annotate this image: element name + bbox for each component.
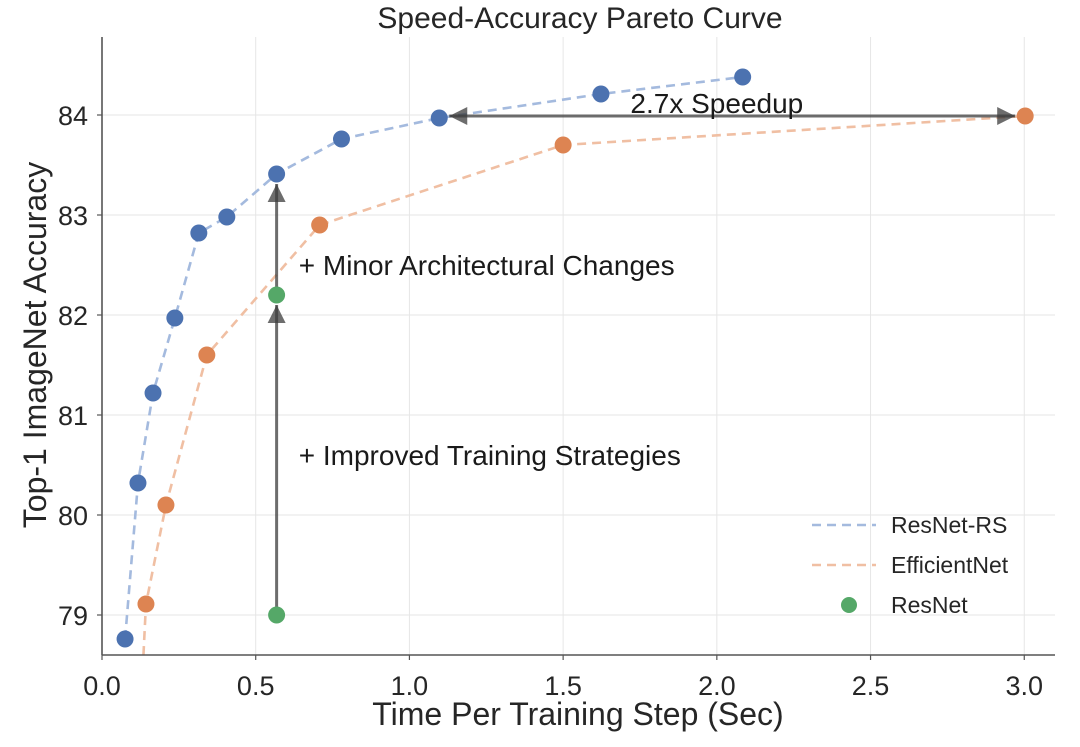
axes	[97, 37, 1055, 660]
resnet-rs-line	[123, 75, 743, 640]
y-tick-label: 84	[58, 101, 88, 131]
resnet-rs-point	[129, 474, 147, 492]
efficientnet-point	[157, 496, 175, 514]
annotation-label: 2.7x Speedup	[630, 88, 803, 119]
efficientnet-point	[311, 216, 329, 234]
x-tick-label: 1.5	[544, 671, 582, 701]
x-tick-label: 0.0	[83, 671, 121, 701]
x-tick-label: 1.0	[391, 671, 429, 701]
resnet-rs-point	[430, 109, 448, 127]
resnet-rs-point	[190, 224, 208, 242]
arrow-head-left-icon	[449, 107, 468, 125]
resnet-rs-point	[734, 68, 752, 86]
resnet-rs-point	[268, 165, 286, 183]
y-tick-label: 80	[58, 501, 88, 531]
legend: ResNet-RS EfficientNet ResNet	[812, 512, 1009, 618]
efficientnet-point	[554, 136, 572, 154]
x-tick-label: 2.0	[698, 671, 736, 701]
annotation-label: + Minor Architectural Changes	[299, 250, 675, 281]
resnet-rs-point	[332, 130, 350, 148]
x-axis-label: Time Per Training Step (Sec)	[372, 696, 783, 732]
efficientnet-point	[137, 595, 155, 613]
resnet-rs-point	[218, 208, 236, 226]
y-tick-label: 82	[58, 301, 88, 331]
arrow-head-up-icon	[267, 184, 286, 202]
series-points	[116, 68, 1034, 648]
resnet-rs-point	[166, 309, 184, 327]
resnet-rs-point	[116, 630, 134, 648]
x-tick-label: 3.0	[1005, 671, 1043, 701]
tick-labels: 0.0 0.5 1.0 1.5 2.0 2.5 3.0 79 80 81 82 83 84	[58, 101, 1043, 701]
legend-label-efficientnet: EfficientNet	[891, 552, 1009, 578]
y-tick-label: 81	[58, 401, 88, 431]
resnet-rs-point	[144, 384, 162, 402]
resnet-point	[268, 606, 286, 624]
y-tick-label: 79	[58, 601, 88, 631]
efficientnet-point	[1016, 107, 1034, 125]
y-tick-label: 83	[58, 201, 88, 231]
efficientnet-point	[198, 346, 216, 364]
legend-label-resnet-rs: ResNet-RS	[891, 512, 1007, 538]
chart-title: Speed-Accuracy Pareto Curve	[377, 2, 782, 35]
arrow-head-right-icon	[997, 107, 1016, 125]
legend-label-resnet: ResNet	[891, 592, 968, 618]
legend-swatch-resnet	[841, 597, 857, 613]
x-tick-label: 2.5	[852, 671, 890, 701]
resnet-rs-point	[592, 85, 610, 103]
annotations: 2.7x Speedup + Minor Architectural Change…	[267, 88, 1016, 615]
y-axis-label: Top-1 ImageNet Accuracy	[17, 162, 53, 528]
annotation-label: + Improved Training Strategies	[299, 440, 681, 471]
arrow-head-up-icon	[267, 305, 286, 323]
x-tick-label: 0.5	[237, 671, 275, 701]
resnet-point	[268, 286, 286, 304]
